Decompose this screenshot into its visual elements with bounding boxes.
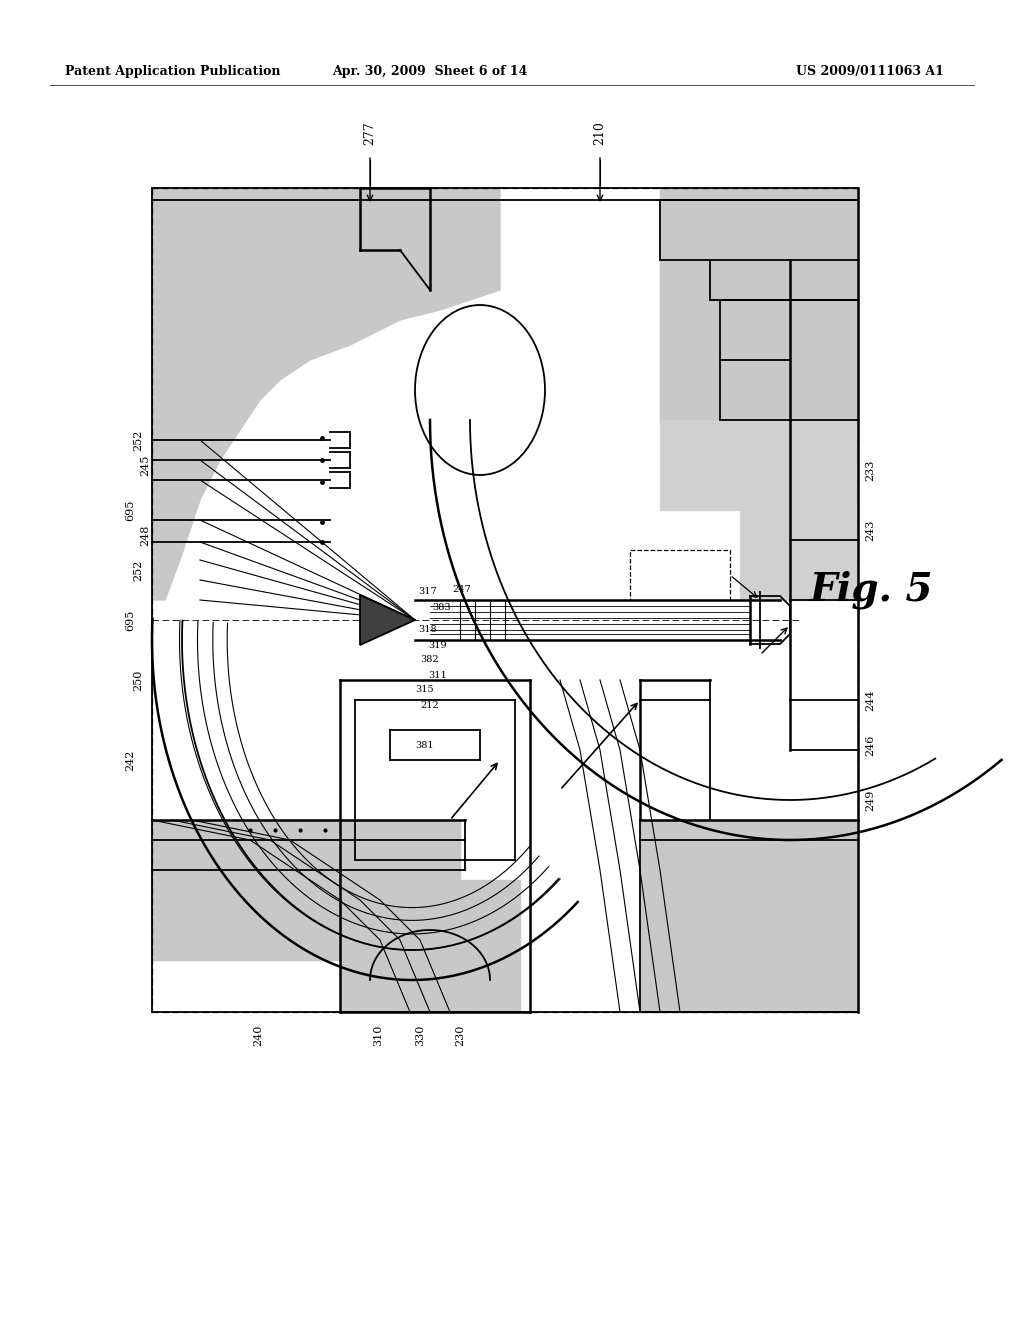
- Polygon shape: [152, 820, 460, 960]
- Text: US 2009/0111063 A1: US 2009/0111063 A1: [796, 66, 944, 78]
- Text: 383: 383: [432, 603, 451, 612]
- Text: 233: 233: [865, 459, 874, 480]
- Polygon shape: [152, 187, 500, 601]
- Text: 319: 319: [428, 640, 446, 649]
- Text: 248: 248: [140, 524, 150, 545]
- Ellipse shape: [415, 305, 545, 475]
- Text: 252: 252: [133, 429, 143, 450]
- Text: 318: 318: [418, 626, 436, 635]
- Text: 240: 240: [253, 1024, 263, 1045]
- Text: 277: 277: [364, 121, 377, 145]
- Text: 245: 245: [140, 454, 150, 475]
- Text: 695: 695: [125, 610, 135, 631]
- Polygon shape: [660, 420, 858, 601]
- Text: 695: 695: [125, 499, 135, 520]
- Bar: [630, 550, 730, 601]
- Text: Fig. 5: Fig. 5: [810, 570, 934, 610]
- Text: 247: 247: [452, 586, 471, 594]
- Text: 212: 212: [420, 701, 438, 710]
- Polygon shape: [640, 820, 858, 1012]
- Text: 310: 310: [373, 1024, 383, 1045]
- Polygon shape: [360, 595, 415, 645]
- Text: 317: 317: [418, 587, 437, 597]
- Text: 381: 381: [415, 741, 433, 750]
- Text: Patent Application Publication: Patent Application Publication: [65, 66, 281, 78]
- Text: 315: 315: [415, 685, 433, 694]
- Text: 243: 243: [865, 519, 874, 541]
- Text: 311: 311: [428, 671, 446, 680]
- Text: 230: 230: [455, 1024, 465, 1045]
- Polygon shape: [660, 187, 858, 420]
- Text: 210: 210: [594, 121, 606, 145]
- Text: 242: 242: [125, 750, 135, 771]
- Text: 249: 249: [865, 789, 874, 810]
- Text: Apr. 30, 2009  Sheet 6 of 14: Apr. 30, 2009 Sheet 6 of 14: [333, 66, 527, 78]
- Polygon shape: [340, 880, 520, 1012]
- Text: 252: 252: [133, 560, 143, 581]
- Text: 244: 244: [865, 689, 874, 710]
- Text: 382: 382: [420, 656, 438, 664]
- Text: 250: 250: [133, 669, 143, 690]
- Text: 246: 246: [865, 734, 874, 755]
- Text: 330: 330: [415, 1024, 425, 1045]
